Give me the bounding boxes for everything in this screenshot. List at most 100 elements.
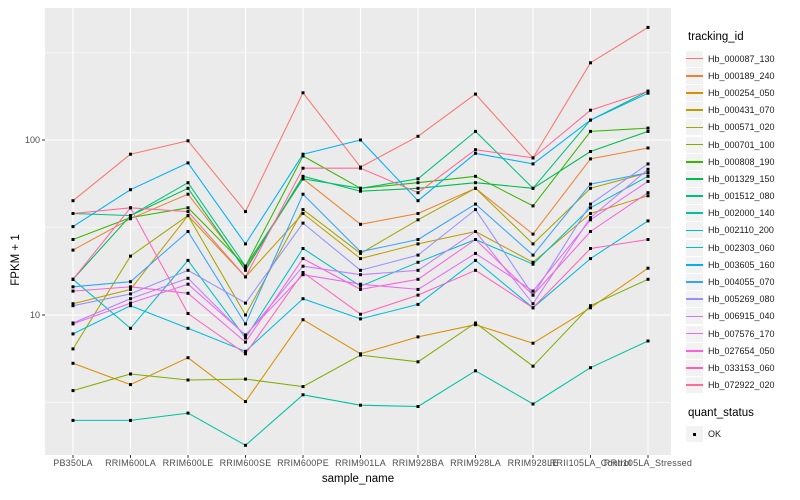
data-point-Hb_000254_050 <box>531 341 535 345</box>
data-point-Hb_002110_200 <box>244 336 247 340</box>
data-point-Hb_000087_130 <box>646 25 650 29</box>
legend-item: Hb_000571_020 <box>686 119 800 136</box>
data-point-Hb_002303_060 <box>646 219 650 223</box>
data-point-Hb_001512_080 <box>186 181 190 185</box>
legend-item: Hb_002000_140 <box>686 205 800 222</box>
data-point-Hb_005269_080 <box>71 304 75 308</box>
legend-spacer <box>686 394 800 407</box>
legend: tracking_id Hb_000087_130 Hb_000189_240 Hb… <box>686 0 800 500</box>
data-point-Hb_001329_150 <box>186 186 190 190</box>
data-point-Hb_007576_170 <box>531 289 535 293</box>
legend-title-tracking-id: tracking_id <box>688 31 744 43</box>
legend-line-icon <box>686 109 703 111</box>
data-point-Hb_000571_020 <box>531 242 535 246</box>
legend-item-label: Hb_002000_140 <box>708 208 775 219</box>
data-point-Hb_002110_200 <box>129 326 132 330</box>
legend-items: Hb_000087_130 Hb_000189_240 Hb_000254_050 H… <box>686 50 800 394</box>
data-point-Hb_000254_050 <box>474 323 477 327</box>
legend-item: Hb_000431_070 <box>686 102 800 119</box>
data-point-Hb_004055_070 <box>474 202 477 206</box>
data-point-Hb_003605_160 <box>416 199 420 203</box>
data-point-Hb_000571_020 <box>359 251 362 255</box>
x-tick-label-RRII105LA_Stressed: RRII105LA_Stressed <box>603 458 693 468</box>
legend-key-swatch <box>686 205 703 222</box>
data-point-Hb_001329_150 <box>646 129 650 133</box>
data-point-Hb_072922_020 <box>359 166 362 170</box>
data-point-Hb_005269_080 <box>589 202 592 206</box>
data-point-Hb_006915_040 <box>416 268 420 272</box>
legend-item-label: Hb_072922_020 <box>708 380 775 391</box>
data-point-Hb_000701_100 <box>474 321 477 325</box>
legend-item-label: Hb_001512_080 <box>708 191 775 202</box>
legend-item: Hb_027654_050 <box>686 342 800 359</box>
legend-item: Hb_000189_240 <box>686 67 800 84</box>
data-point-Hb_002110_200 <box>531 262 535 266</box>
data-point-Hb_004055_070 <box>301 192 305 196</box>
legend-item: Hb_000087_130 <box>686 50 800 67</box>
data-point-Hb_002000_140 <box>474 369 477 373</box>
data-point-Hb_027654_050 <box>186 291 190 295</box>
data-point-Hb_002000_140 <box>244 443 247 447</box>
legend-title-quant-status: quant_status <box>688 406 754 419</box>
data-point-Hb_027654_050 <box>474 238 477 241</box>
data-point-Hb_003605_160 <box>474 151 477 155</box>
data-point-Hb_002000_140 <box>186 411 190 415</box>
data-point-Hb_004055_070 <box>646 171 650 175</box>
legend-key-swatch <box>686 308 703 325</box>
legend-key-swatch <box>686 222 703 239</box>
data-point-Hb_072922_020 <box>186 210 190 214</box>
data-point-Hb_000431_070 <box>416 242 420 246</box>
data-point-Hb_027654_050 <box>359 287 362 291</box>
x-tick-label-PB350LA: PB350LA <box>53 458 93 468</box>
x-tick-label-RRIM928LA: RRIM928LA <box>450 458 501 468</box>
data-point-Hb_027654_050 <box>589 230 592 233</box>
legend-item-label: Hb_001329_150 <box>708 173 775 184</box>
data-point-Hb_033153_060 <box>416 293 420 297</box>
data-point-Hb_002303_060 <box>186 326 190 330</box>
data-point-Hb_000571_020 <box>129 254 132 258</box>
data-point-Hb_000087_130 <box>474 92 477 96</box>
data-point-Hb_000808_190 <box>646 126 650 130</box>
data-point-Hb_000571_020 <box>589 186 592 190</box>
data-point-Hb_007576_170 <box>129 301 132 305</box>
data-point-Hb_072922_020 <box>301 166 305 170</box>
x-tick-label-RRIM928BA: RRIM928BA <box>392 458 444 468</box>
data-point-Hb_000808_190 <box>589 129 592 133</box>
data-point-Hb_072922_020 <box>129 206 132 210</box>
legend-line-icon <box>686 281 703 283</box>
data-point-Hb_002110_200 <box>646 174 650 178</box>
data-point-Hb_003605_160 <box>359 138 362 142</box>
data-point-Hb_007576_170 <box>301 273 305 277</box>
data-point-Hb_006915_040 <box>474 230 477 233</box>
data-point-Hb_002303_060 <box>416 302 420 306</box>
data-point-Hb_001512_080 <box>531 186 535 190</box>
data-point-Hb_007576_170 <box>186 282 190 286</box>
data-point-Hb_001512_080 <box>474 129 477 133</box>
data-point-Hb_000087_130 <box>244 210 247 214</box>
data-point-Hb_005269_080 <box>359 268 362 272</box>
data-point-Hb_004055_070 <box>416 238 420 241</box>
data-point-Hb_033153_060 <box>244 352 247 356</box>
data-point-Hb_072922_020 <box>416 191 420 195</box>
data-point-Hb_000254_050 <box>186 356 190 360</box>
legend-item: Hb_000808_190 <box>686 153 800 170</box>
legend-key-swatch <box>686 256 703 273</box>
data-point-Hb_000254_050 <box>646 266 650 270</box>
data-point-Hb_004055_070 <box>589 182 592 186</box>
data-point-Hb_027654_050 <box>416 277 420 281</box>
data-point-Hb_072922_020 <box>589 108 592 112</box>
data-point-Hb_005269_080 <box>301 221 305 225</box>
legend-item: Hb_006915_040 <box>686 308 800 325</box>
legend-item-label: Hb_000087_130 <box>708 53 775 64</box>
data-point-Hb_006915_040 <box>301 264 305 268</box>
data-point-Hb_002000_140 <box>531 402 535 406</box>
data-point-Hb_000808_190 <box>186 206 190 210</box>
x-tick-label-RRIM600LA: RRIM600LA <box>105 458 156 468</box>
data-point-Hb_003605_160 <box>129 188 132 192</box>
legend-line-icon <box>686 229 703 232</box>
black-square-point-icon <box>692 432 697 437</box>
data-point-Hb_027654_050 <box>531 293 535 297</box>
legend-line-icon <box>686 315 703 318</box>
data-point-Hb_000087_130 <box>589 61 592 65</box>
